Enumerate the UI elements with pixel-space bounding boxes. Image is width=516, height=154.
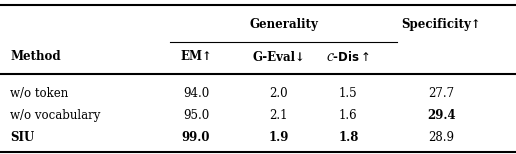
Text: Specificity↑: Specificity↑ <box>401 18 481 31</box>
Text: 1.9: 1.9 <box>268 131 289 144</box>
Text: 29.4: 29.4 <box>427 109 456 122</box>
Text: $\mathcal{C}$-Dis$\uparrow$: $\mathcal{C}$-Dis$\uparrow$ <box>326 50 370 64</box>
Text: 95.0: 95.0 <box>183 109 209 122</box>
Text: 1.8: 1.8 <box>338 131 359 144</box>
Text: Method: Method <box>10 51 61 63</box>
Text: 2.0: 2.0 <box>269 87 288 100</box>
Text: 27.7: 27.7 <box>428 87 454 100</box>
Text: 2.1: 2.1 <box>269 109 288 122</box>
Text: w/o vocabulary: w/o vocabulary <box>10 109 101 122</box>
Text: 99.0: 99.0 <box>182 131 211 144</box>
Text: Generality: Generality <box>249 18 318 31</box>
Text: SIU: SIU <box>10 131 35 144</box>
Text: 94.0: 94.0 <box>183 87 209 100</box>
Text: w/o token: w/o token <box>10 87 69 100</box>
Text: 1.5: 1.5 <box>339 87 358 100</box>
Text: 28.9: 28.9 <box>428 131 454 144</box>
Text: EM↑: EM↑ <box>180 51 212 63</box>
Text: G-Eval↓: G-Eval↓ <box>252 51 305 63</box>
Text: 1.6: 1.6 <box>339 109 358 122</box>
